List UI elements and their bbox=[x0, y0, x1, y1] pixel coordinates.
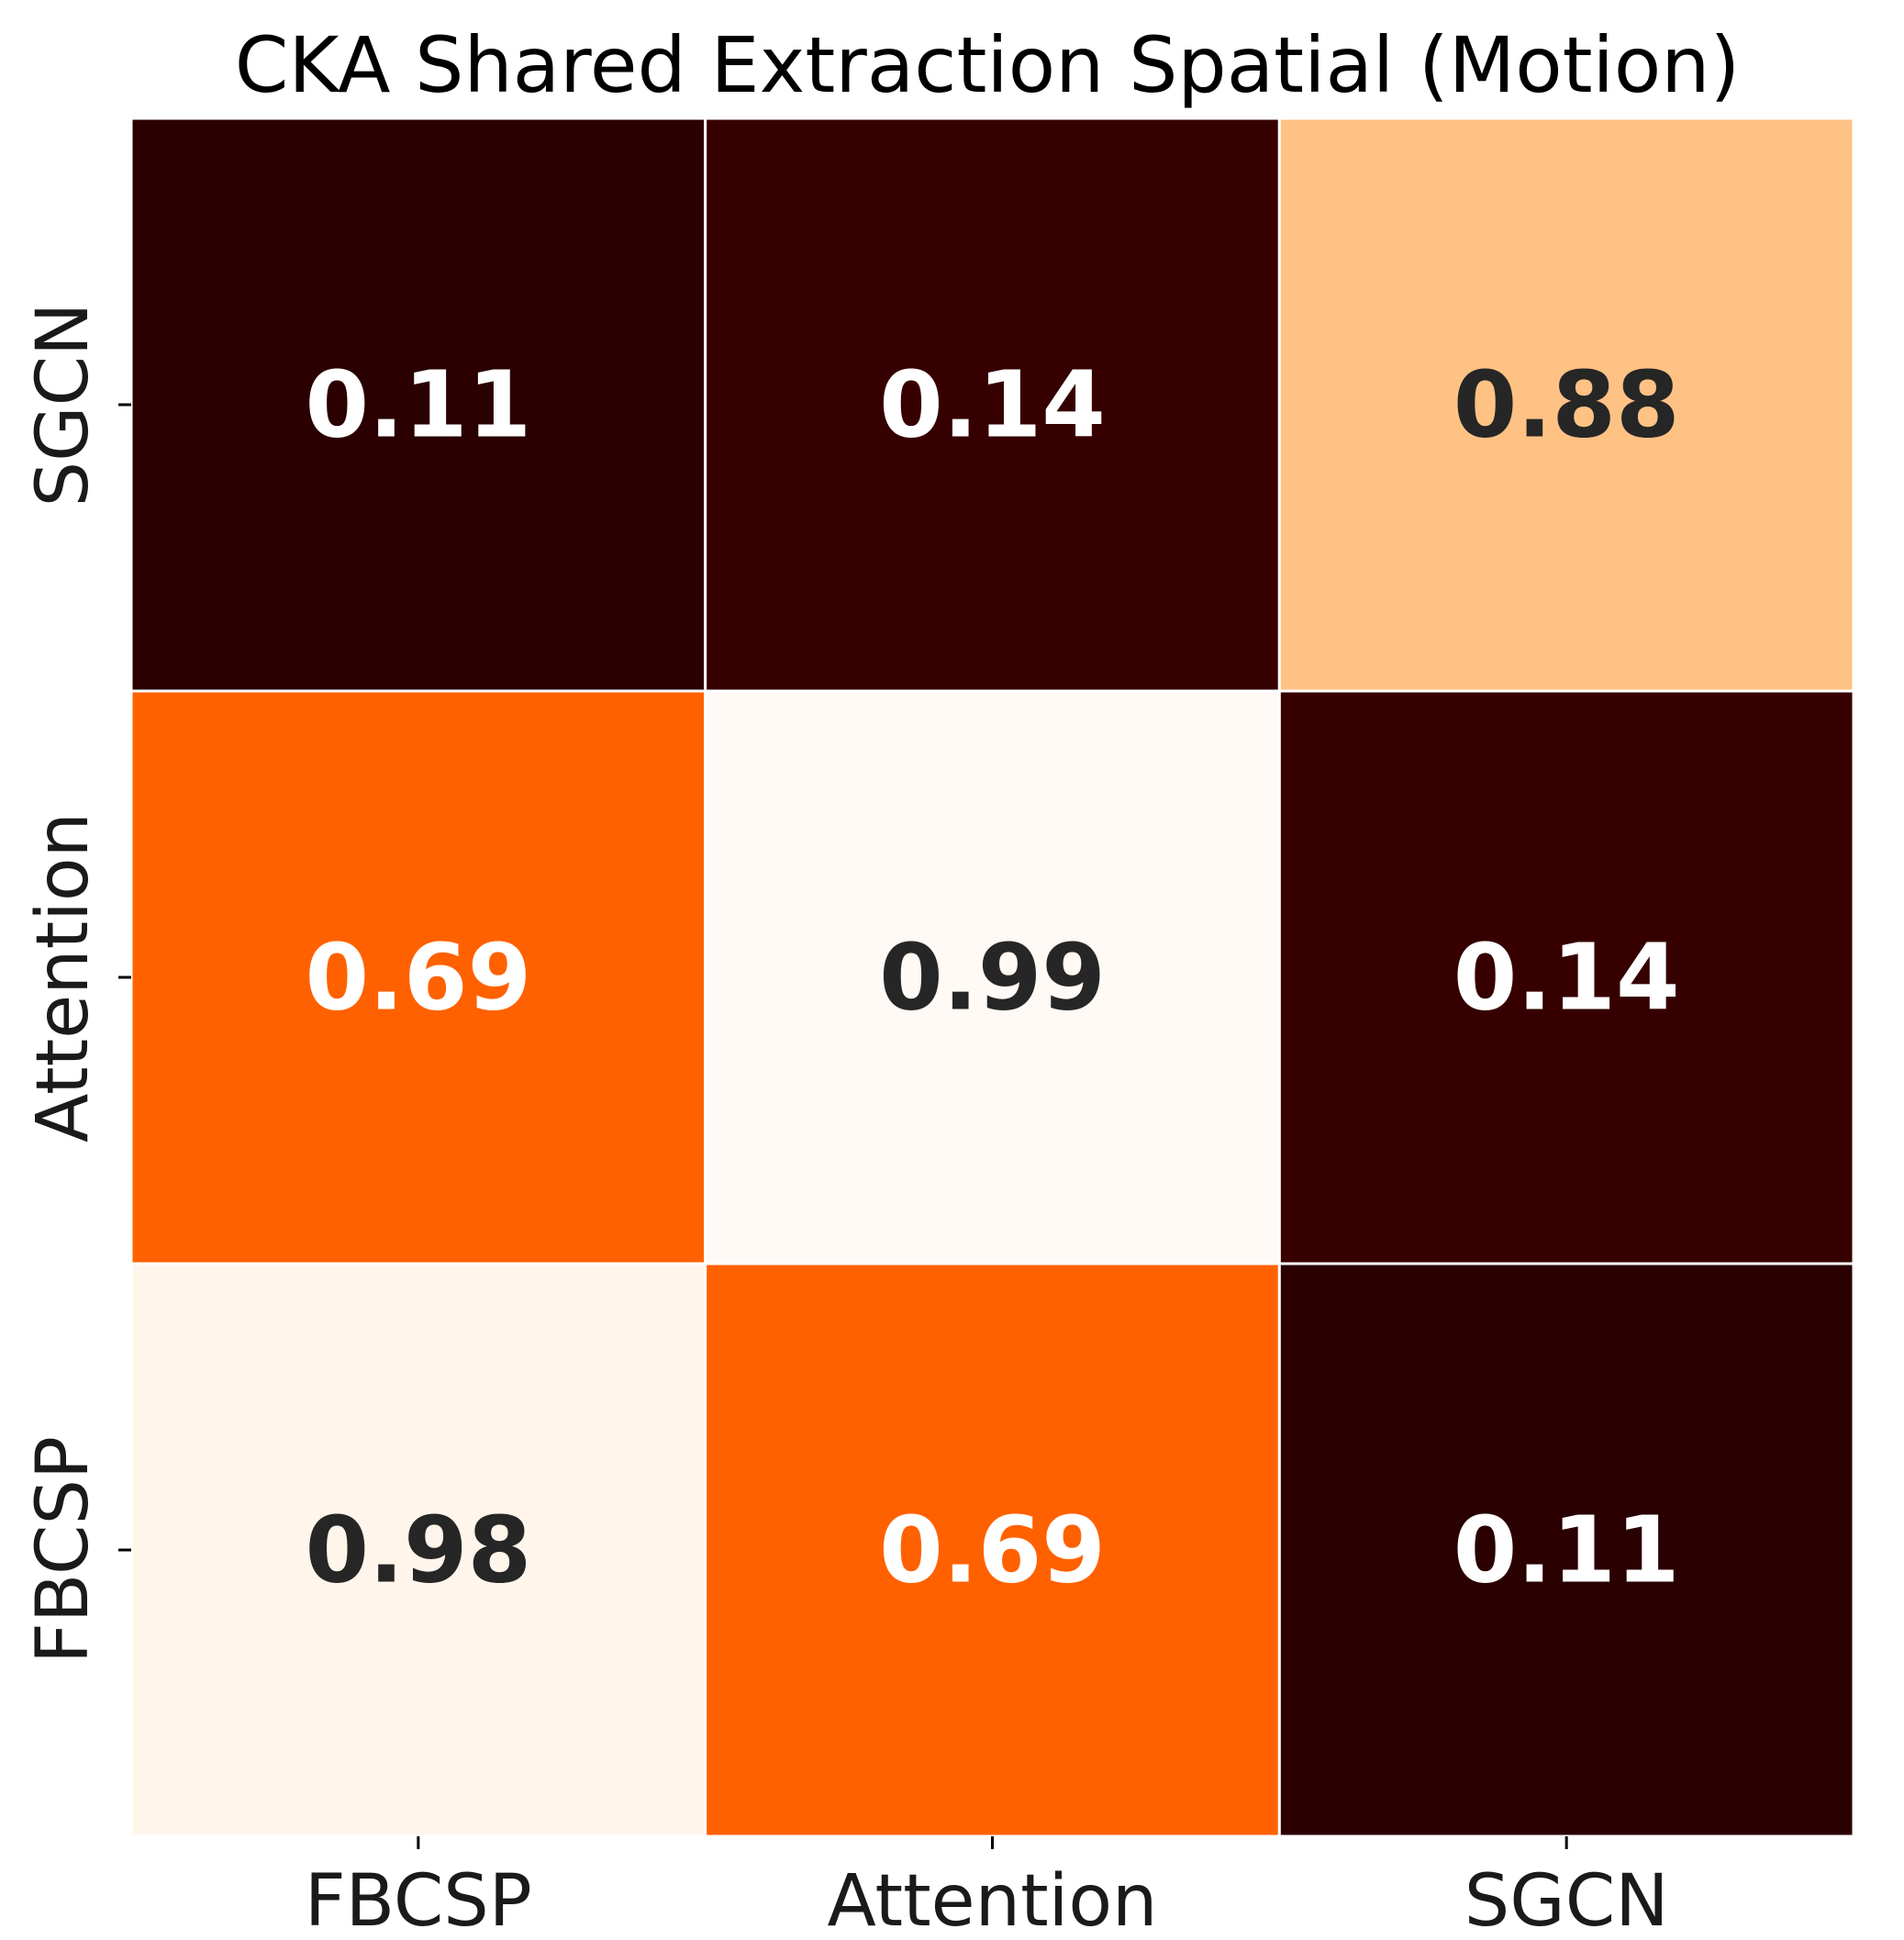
heatmap-cell bbox=[1277, 689, 1855, 1265]
heatmap-cell bbox=[704, 117, 1281, 693]
y-tick-label: Attention bbox=[22, 812, 105, 1143]
heatmap-cell bbox=[1277, 117, 1855, 693]
heatmap-cell bbox=[704, 689, 1281, 1265]
cell-value-label: 0.69 bbox=[305, 924, 531, 1031]
cell-value-label: 0.69 bbox=[879, 1497, 1106, 1604]
heatmap-cell bbox=[129, 689, 707, 1265]
y-axis: SGCN Attention FBCSP bbox=[22, 303, 131, 1664]
heatmap-cell bbox=[704, 1262, 1281, 1838]
heatmap-cell bbox=[129, 117, 707, 693]
cell-value-label: 0.14 bbox=[879, 351, 1106, 459]
chart-title: CKA Shared Extraction Spatial (Motion) bbox=[235, 20, 1741, 110]
x-axis: FBCSP Attention SGCN bbox=[305, 1836, 1669, 1940]
y-tick-label: FBCSP bbox=[22, 1436, 105, 1664]
y-tick-label: SGCN bbox=[22, 303, 105, 507]
cell-value-label: 0.99 bbox=[879, 924, 1106, 1031]
heatmap-cell bbox=[129, 1262, 707, 1838]
x-tick-label: SGCN bbox=[1464, 1860, 1669, 1940]
cell-value-label: 0.14 bbox=[1453, 924, 1680, 1031]
x-tick-label: Attention bbox=[828, 1860, 1158, 1940]
cell-value-label: 0.11 bbox=[1453, 1497, 1680, 1604]
cell-value-label: 0.98 bbox=[305, 1497, 531, 1604]
heatmap-cells bbox=[129, 117, 1855, 1838]
cell-value-label: 0.88 bbox=[1453, 351, 1680, 459]
x-tick-label: FBCSP bbox=[305, 1860, 532, 1940]
cell-value-label: 0.11 bbox=[305, 351, 531, 459]
heatmap-cell-labels: 0.11 0.14 0.88 0.69 0.99 0.14 0.98 0.69 0.11 bbox=[305, 351, 1679, 1604]
